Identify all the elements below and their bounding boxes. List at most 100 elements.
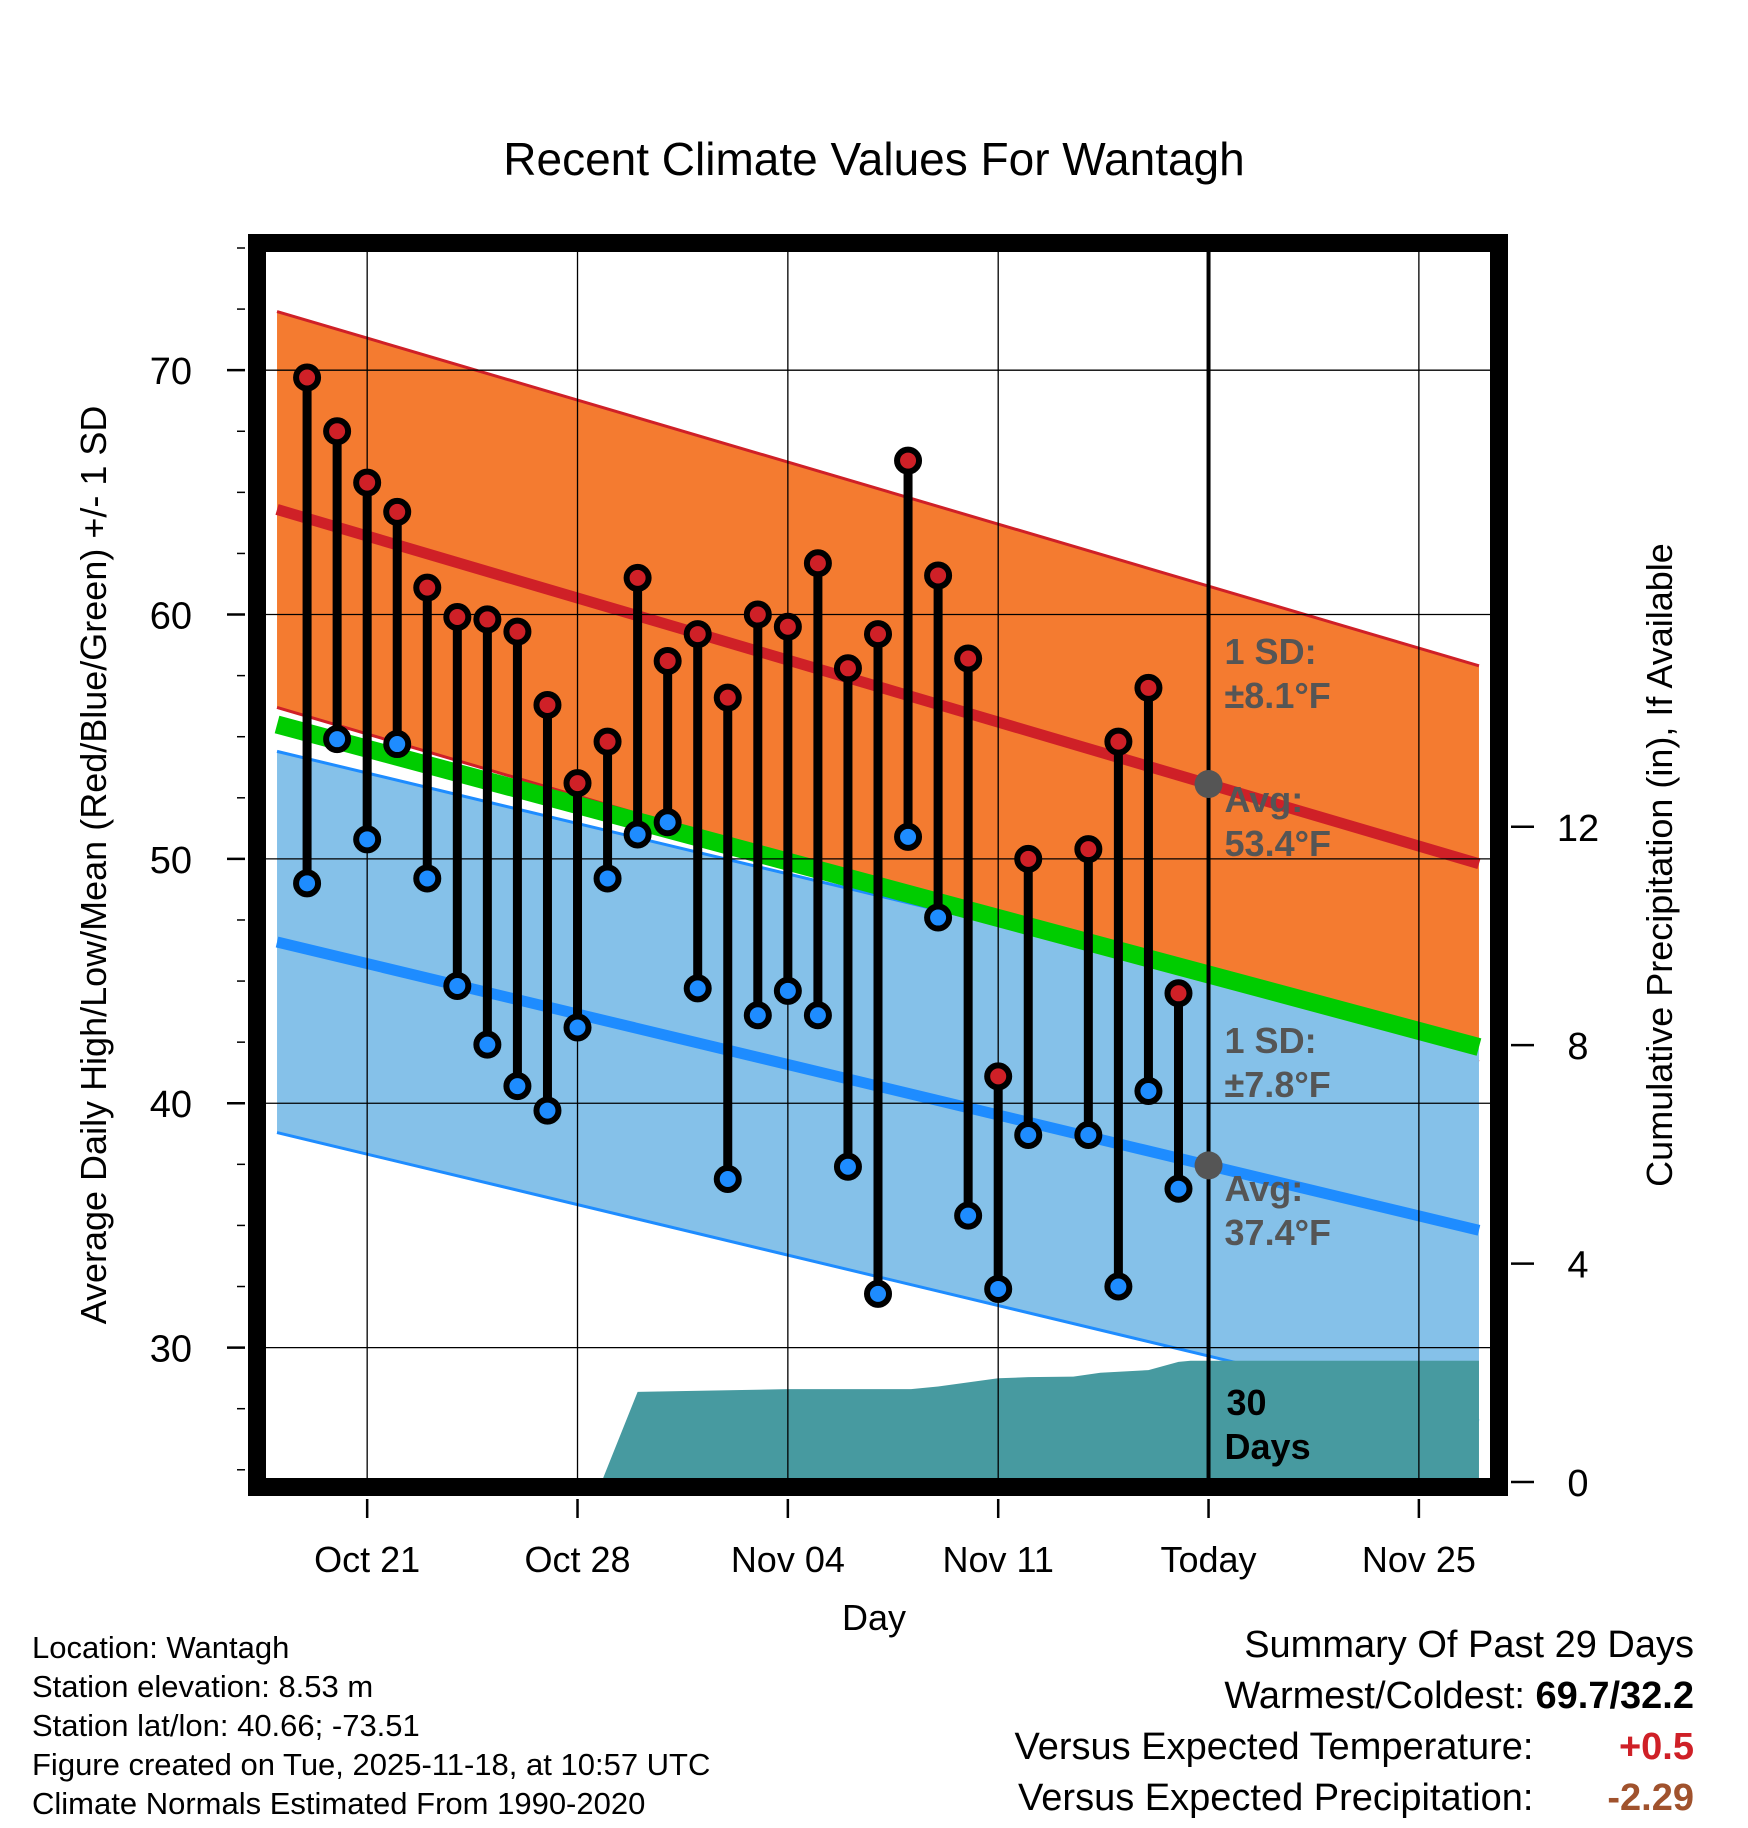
- location-text: Location: Wantagh: [32, 1630, 290, 1665]
- period-number: 30: [1227, 1382, 1267, 1423]
- daily-low-marker: [1074, 1121, 1103, 1150]
- daily-high-marker: [443, 602, 472, 631]
- low-avg-label: Avg:: [1225, 1168, 1304, 1209]
- daily-high-marker: [1014, 844, 1043, 873]
- daily-low-marker: [713, 1164, 742, 1193]
- daily-low-marker: [743, 1001, 772, 1030]
- daily-high-marker: [773, 612, 802, 641]
- daily-high-marker: [1134, 673, 1163, 702]
- elevation-text: Station elevation: 8.53 m: [32, 1669, 374, 1704]
- daily-low-marker: [443, 971, 472, 1000]
- latlon-text: Station lat/lon: 40.66; -73.51: [32, 1708, 420, 1743]
- daily-low-marker: [533, 1096, 562, 1125]
- daily-low-marker: [864, 1279, 892, 1308]
- x-tick-label: Nov 04: [731, 1539, 845, 1580]
- daily-high-marker: [323, 417, 352, 446]
- daily-high-marker: [833, 654, 862, 683]
- station-info: Location: Wantagh Station elevation: 8.5…: [32, 1628, 710, 1823]
- daily-low-marker: [773, 976, 802, 1005]
- daily-low-marker: [1164, 1174, 1193, 1203]
- y2-tick-label: 8: [1567, 1026, 1588, 1068]
- x-tick-label: Today: [1160, 1539, 1256, 1580]
- high-sd-value: ±8.1°F: [1225, 675, 1331, 716]
- daily-low-marker: [563, 1013, 592, 1042]
- y-axis-title: Average Daily High/Low/Mean (Red/Blue/Gr…: [73, 406, 114, 1325]
- daily-high-marker: [713, 683, 742, 712]
- daily-high-marker: [803, 549, 832, 578]
- daily-low-marker: [323, 725, 352, 754]
- daily-low-marker: [683, 974, 712, 1003]
- daily-high-marker: [1104, 727, 1133, 756]
- daily-high-marker: [563, 769, 592, 798]
- warm-cold-row: Warmest/Coldest: 69.7/32.2: [1015, 1671, 1694, 1722]
- daily-high-marker: [593, 727, 622, 756]
- warm-cold-value: 69.7/32.2: [1535, 1675, 1694, 1717]
- daily-high-marker: [293, 363, 322, 392]
- low-sd-label: 1 SD:: [1225, 1020, 1317, 1061]
- daily-low-marker: [293, 869, 322, 898]
- x-tick-label: Oct 28: [524, 1539, 630, 1580]
- summary-panel: Summary Of Past 29 Days Warmest/Coldest:…: [1015, 1620, 1694, 1824]
- daily-low-marker: [1014, 1121, 1043, 1150]
- daily-high-marker: [683, 620, 712, 649]
- daily-low-marker: [954, 1201, 983, 1230]
- daily-high-marker: [924, 561, 953, 590]
- y2-tick-label: 0: [1567, 1463, 1588, 1505]
- daily-low-marker: [503, 1072, 532, 1101]
- daily-high-marker: [1164, 979, 1193, 1008]
- daily-low-marker: [1134, 1077, 1163, 1106]
- daily-high-marker: [533, 690, 562, 719]
- daily-high-marker: [653, 646, 682, 675]
- daily-low-marker: [623, 820, 652, 849]
- y-tick-label: 40: [150, 1084, 192, 1126]
- precip-value: -2.29: [1607, 1777, 1694, 1819]
- daily-low-marker: [984, 1274, 1013, 1303]
- daily-high-marker: [503, 617, 532, 646]
- low-avg-value: 37.4°F: [1225, 1212, 1331, 1253]
- daily-low-marker: [894, 822, 923, 851]
- y-tick-label: 50: [150, 840, 192, 882]
- daily-low-marker: [833, 1152, 862, 1181]
- daily-high-marker: [1074, 835, 1103, 864]
- temp-row: Versus Expected Temperature: +0.5: [1015, 1722, 1694, 1773]
- today-low-normal-marker: [1194, 1151, 1223, 1180]
- daily-low-marker: [473, 1030, 502, 1059]
- y-tick-label: 60: [150, 596, 192, 638]
- chart-title: Recent Climate Values For Wantagh: [503, 133, 1244, 185]
- daily-low-marker: [413, 864, 442, 893]
- low-sd-value: ±7.8°F: [1225, 1064, 1331, 1105]
- daily-low-marker: [383, 730, 412, 759]
- daily-high-marker: [743, 600, 772, 629]
- temp-label: Versus Expected Temperature:: [1014, 1726, 1534, 1768]
- high-avg-label: Avg:: [1225, 779, 1304, 820]
- daily-high-marker: [473, 605, 502, 634]
- daily-low-marker: [593, 864, 622, 893]
- daily-high-marker: [413, 573, 442, 602]
- temp-value: +0.5: [1618, 1726, 1694, 1768]
- daily-high-marker: [984, 1062, 1013, 1091]
- precip-row: Versus Expected Precipitation: -2.29: [1015, 1773, 1694, 1824]
- period-unit: Days: [1225, 1426, 1311, 1467]
- plot-frame: [248, 234, 1508, 1496]
- y-tick-label: 70: [150, 351, 192, 393]
- daily-low-marker: [353, 825, 382, 854]
- normals-source-text: Climate Normals Estimated From 1990-2020: [32, 1786, 646, 1821]
- created-text: Figure created on Tue, 2025-11-18, at 10…: [32, 1747, 711, 1782]
- high-avg-value: 53.4°F: [1225, 823, 1331, 864]
- x-tick-label: Oct 21: [314, 1539, 420, 1580]
- summary-title: Summary Of Past 29 Days: [1244, 1624, 1694, 1666]
- y2-tick-label: 12: [1557, 808, 1599, 850]
- daily-high-marker: [383, 497, 412, 526]
- y2-tick-label: 4: [1567, 1245, 1588, 1287]
- high-sd-label: 1 SD:: [1225, 631, 1317, 672]
- y-tick-label: 30: [150, 1329, 192, 1371]
- x-tick-label: Nov 11: [942, 1539, 1053, 1580]
- x-axis-title: Day: [842, 1597, 906, 1638]
- daily-low-marker: [924, 903, 953, 932]
- x-tick-label: Nov 25: [1362, 1539, 1476, 1580]
- precip-label: Versus Expected Precipitation:: [1018, 1777, 1534, 1819]
- precipitation-area: [601, 1360, 1479, 1482]
- daily-high-marker: [864, 620, 892, 649]
- daily-low-marker: [1104, 1272, 1133, 1301]
